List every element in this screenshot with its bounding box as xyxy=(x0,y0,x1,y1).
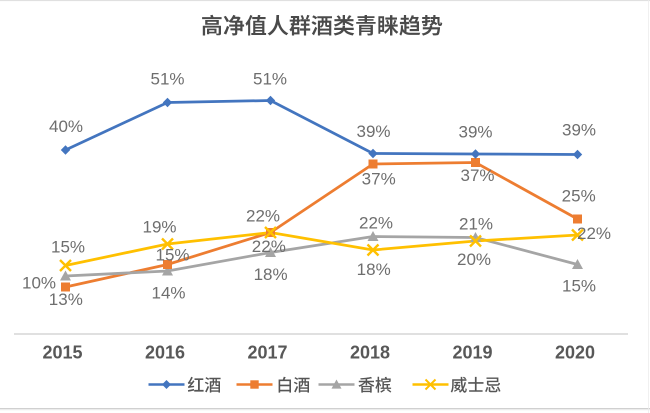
svg-text:21%: 21% xyxy=(459,215,493,234)
svg-text:15%: 15% xyxy=(562,277,596,296)
svg-text:22%: 22% xyxy=(577,224,611,243)
svg-text:10%: 10% xyxy=(22,274,56,293)
svg-text:25%: 25% xyxy=(562,187,596,206)
svg-text:2020: 2020 xyxy=(555,343,595,363)
svg-text:18%: 18% xyxy=(357,260,391,279)
svg-text:51%: 51% xyxy=(150,70,184,89)
svg-text:18%: 18% xyxy=(254,265,288,284)
svg-text:20%: 20% xyxy=(457,250,491,269)
svg-text:2017: 2017 xyxy=(247,343,287,363)
svg-text:40%: 40% xyxy=(49,117,83,136)
svg-text:2016: 2016 xyxy=(145,343,185,363)
svg-text:14%: 14% xyxy=(151,284,185,303)
svg-text:22%: 22% xyxy=(246,207,280,226)
svg-text:2018: 2018 xyxy=(350,343,390,363)
svg-text:39%: 39% xyxy=(562,120,596,139)
svg-text:22%: 22% xyxy=(359,213,393,232)
svg-text:39%: 39% xyxy=(458,123,492,142)
svg-text:15%: 15% xyxy=(51,237,85,256)
svg-text:13%: 13% xyxy=(49,290,83,309)
svg-text:2019: 2019 xyxy=(452,343,492,363)
svg-text:2015: 2015 xyxy=(42,343,82,363)
svg-text:37%: 37% xyxy=(460,166,494,185)
svg-text:39%: 39% xyxy=(356,122,390,141)
svg-text:51%: 51% xyxy=(253,70,287,89)
svg-text:15%: 15% xyxy=(155,246,189,265)
svg-text:22%: 22% xyxy=(252,237,286,256)
svg-text:37%: 37% xyxy=(362,170,396,189)
svg-text:19%: 19% xyxy=(142,218,176,237)
